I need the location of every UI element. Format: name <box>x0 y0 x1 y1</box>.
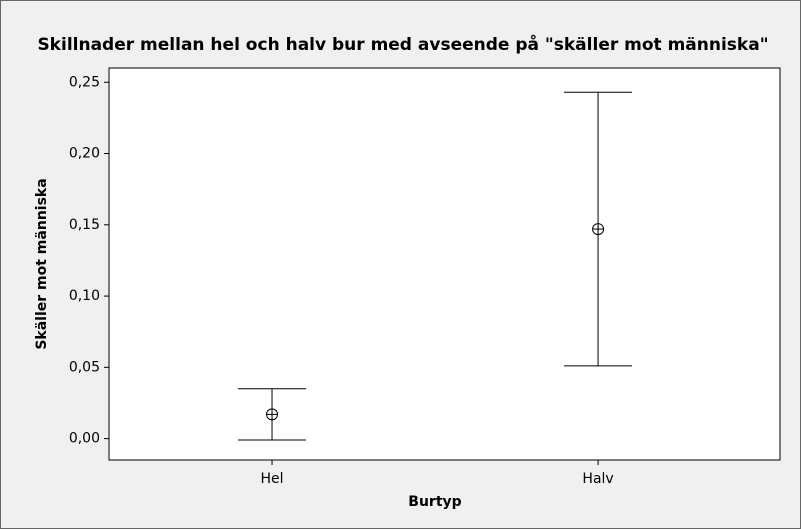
plot-area <box>108 67 781 461</box>
x-tick-label: Halv <box>582 471 613 487</box>
y-tick-label: 0,20 <box>69 146 100 162</box>
mean-marker <box>592 223 605 236</box>
y-tick-label: 0,10 <box>69 288 100 304</box>
x-tick-label: Hel <box>261 471 284 487</box>
y-tick-label: 0,15 <box>69 217 100 233</box>
x-axis-label: Burtyp <box>408 494 461 510</box>
y-tick-label: 0,05 <box>69 359 100 375</box>
y-tick-label: 0,00 <box>69 431 100 447</box>
chart-title: Skillnader mellan hel och halv bur med a… <box>37 33 768 55</box>
y-tick-label: 0,25 <box>69 74 100 90</box>
mean-marker <box>266 408 279 421</box>
y-axis-label: Skäller mot människa <box>34 178 50 349</box>
